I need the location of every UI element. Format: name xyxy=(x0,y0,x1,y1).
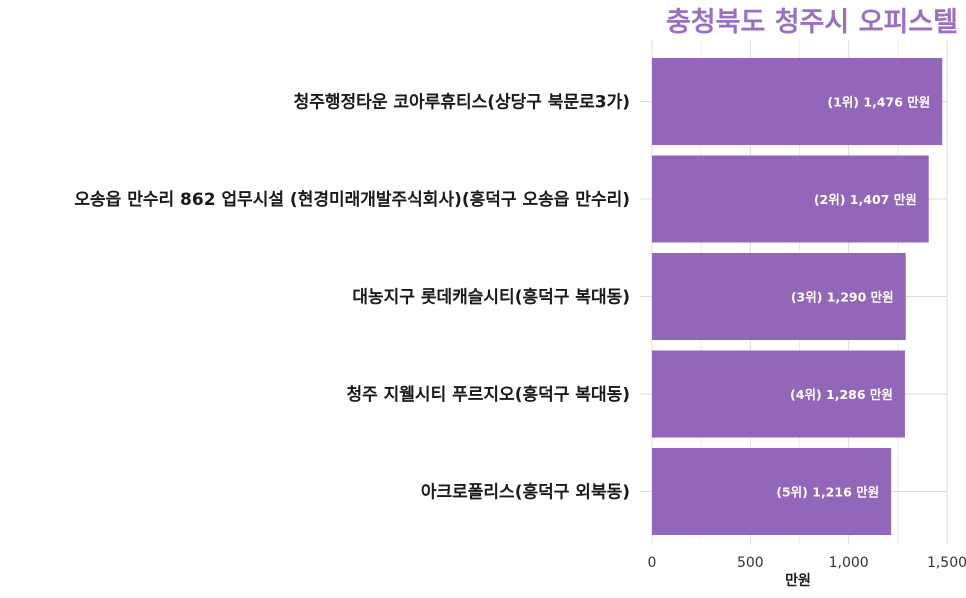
label-layer: 청주행정타운 코아루휴티스(상당구 북문로3가) (1위) 1,476 만원오송읍… xyxy=(74,92,966,572)
category-label: 아크로폴리스(흥덕구 외북동) xyxy=(421,482,630,503)
bar-value-label: (4위) 1,286 만원 xyxy=(790,387,893,402)
bar-layer xyxy=(652,58,943,535)
chart-title: 충청북도 청주시 오피스텔 xyxy=(665,7,958,38)
bar-value-label: (3위) 1,290 만원 xyxy=(791,290,894,305)
category-label: 대농지구 롯데캐슬시티(흥덕구 복대동) xyxy=(352,287,630,308)
x-tick-label: 0 xyxy=(648,555,657,571)
x-tick-label: 1,500 xyxy=(927,555,966,571)
bar-value-label: (2위) 1,407 만원 xyxy=(814,192,917,207)
bar-value-label: (5위) 1,216 만원 xyxy=(776,485,879,500)
bar-value-label: (1위) 1,476 만원 xyxy=(827,95,930,110)
x-axis-title: 만원 xyxy=(785,573,811,589)
category-label: 오송읍 만수리 862 업무시설 (현경미래개발주식회사)(흥덕구 오송읍 만수… xyxy=(74,189,630,210)
x-tick-label: 1,000 xyxy=(829,555,869,571)
bar xyxy=(652,253,906,340)
bar xyxy=(652,155,929,243)
category-label: 청주 지웰시티 푸르지오(흥덕구 복대동) xyxy=(346,384,630,405)
x-tick-label: 500 xyxy=(737,555,764,571)
bar xyxy=(652,448,892,535)
bar xyxy=(652,350,905,438)
bar xyxy=(652,58,943,145)
category-label: 청주행정타운 코아루휴티스(상당구 북문로3가) xyxy=(294,92,630,113)
